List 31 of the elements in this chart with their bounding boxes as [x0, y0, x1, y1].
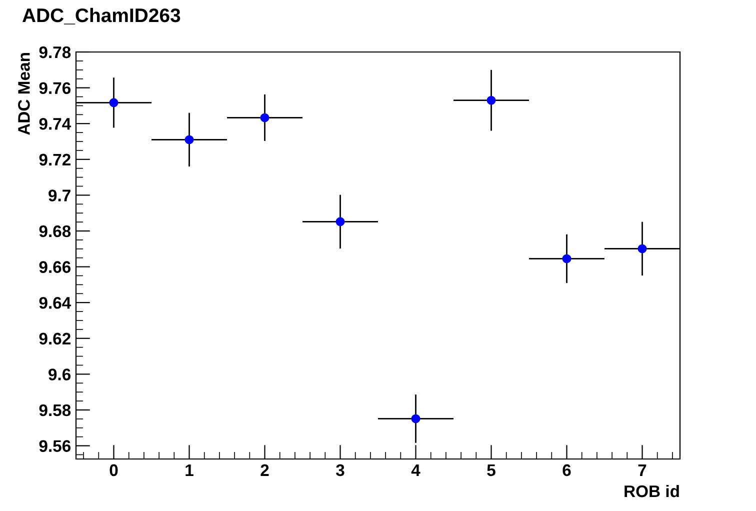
y-tick-label: 9.66 — [39, 261, 71, 273]
x-tick-label: 7 — [638, 464, 646, 476]
point — [184, 135, 194, 144]
y-tick-label: 9.6 — [48, 368, 71, 380]
point — [260, 113, 270, 122]
y-tick-label: 9.74 — [39, 118, 72, 130]
point — [562, 254, 572, 264]
y-tick-label: 9.68 — [39, 225, 71, 238]
y-axis-title: ADC Mean — [18, 53, 30, 135]
y-tick-label: 9.62 — [39, 332, 70, 345]
y-tick-label: 9.64 — [39, 296, 72, 309]
x-tick-label: 5 — [487, 464, 496, 476]
x-tick-label: 1 — [186, 464, 194, 476]
y-tick-label: 9.58 — [39, 404, 71, 416]
x-axis-title: ROB id — [624, 484, 679, 498]
x-tick-label: 6 — [562, 464, 571, 476]
chart-title: ADC_ChamID263 — [22, 8, 180, 24]
x-tick-label: 4 — [411, 464, 420, 476]
point — [486, 96, 496, 105]
x-tick-label: 2 — [260, 464, 269, 476]
x-tick-label: 3 — [336, 464, 344, 476]
y-tick-label: 9.76 — [39, 82, 71, 94]
point — [411, 414, 420, 424]
point — [336, 217, 345, 226]
x-tick-label: 0 — [110, 464, 118, 476]
point — [109, 98, 118, 108]
y-tick-label: 9.7 — [48, 190, 70, 202]
y-tick-label: 9.72 — [39, 154, 70, 166]
point — [638, 244, 647, 254]
y-tick-label: 9.78 — [39, 46, 71, 58]
y-tick-label: 9.56 — [39, 440, 71, 452]
